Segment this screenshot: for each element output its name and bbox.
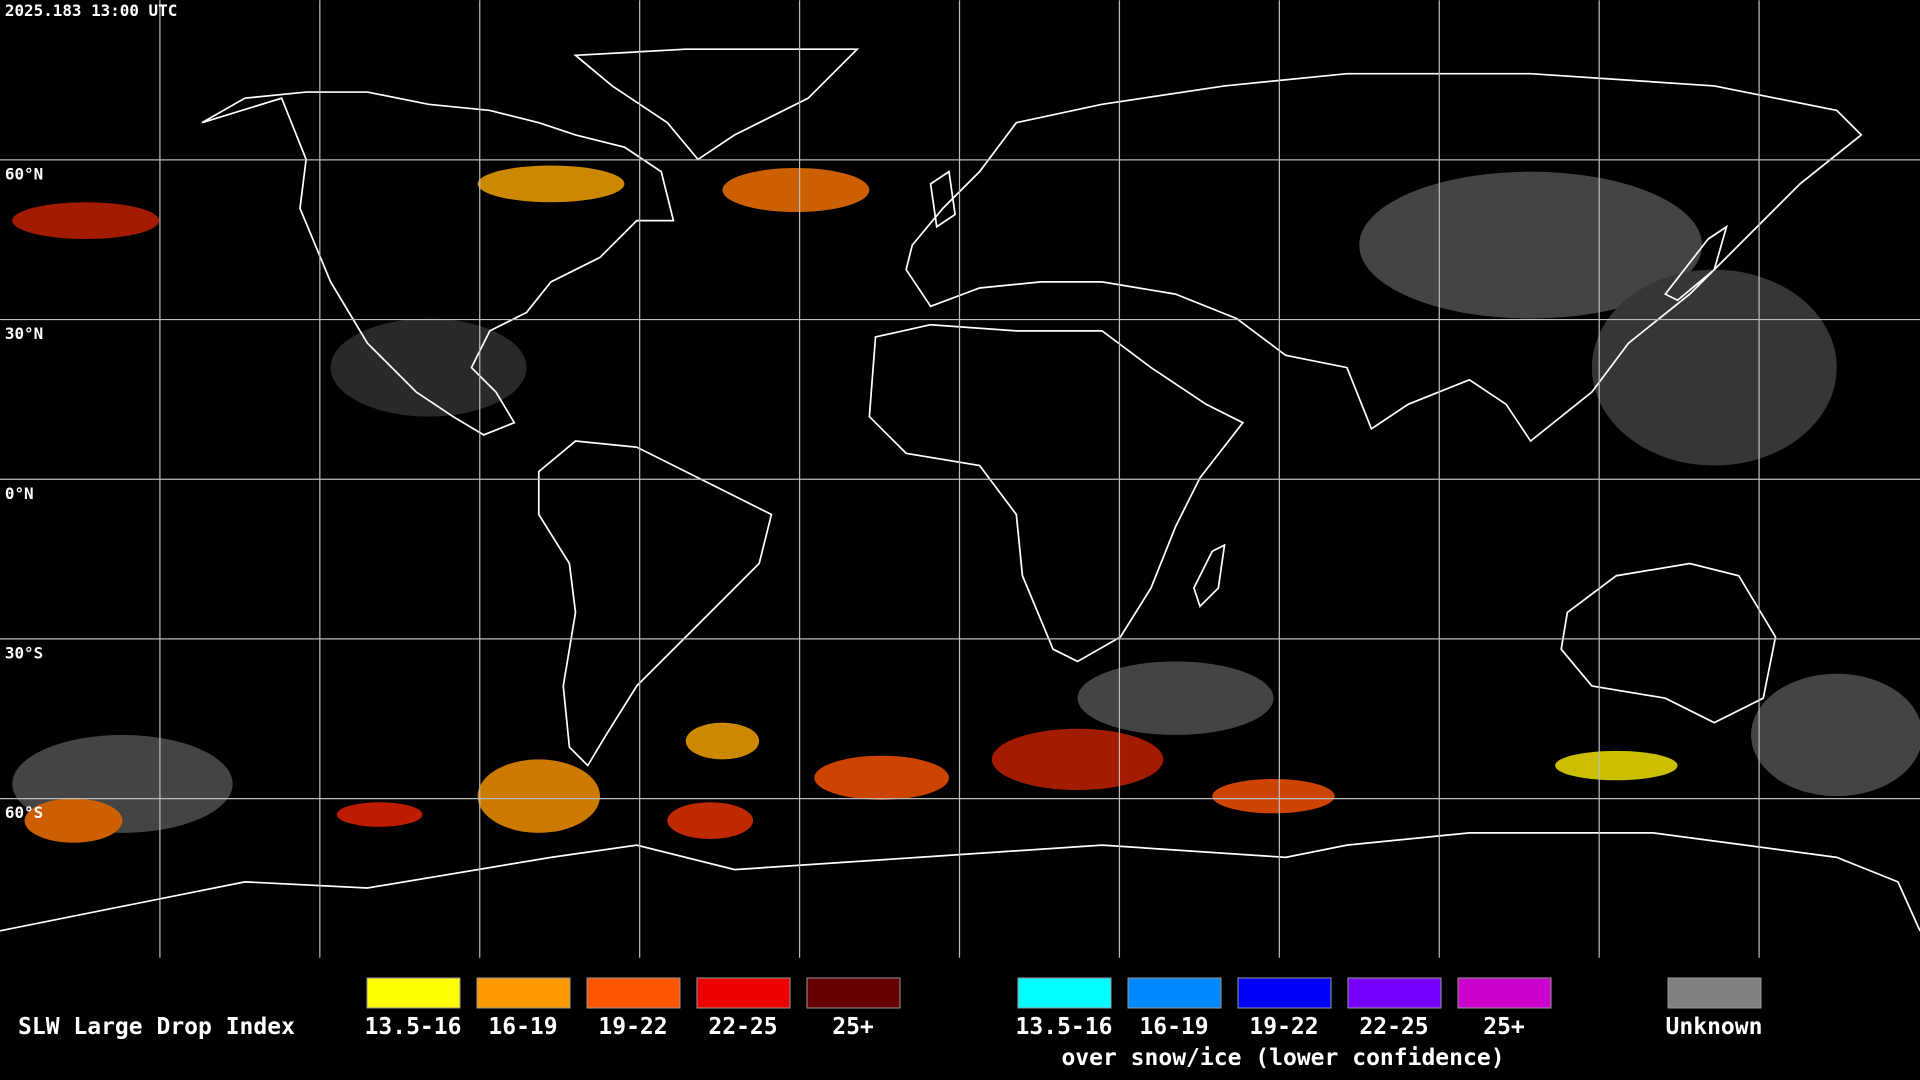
legend-swatch bbox=[1017, 977, 1112, 1009]
graticule bbox=[0, 0, 1920, 958]
japan bbox=[1663, 224, 1728, 302]
map: 2025.183 13:00 UTC 60°N 30°N 0°N 30°S 60°S bbox=[0, 0, 1920, 958]
timestamp: 2025.183 13:00 UTC bbox=[5, 1, 177, 20]
greenland bbox=[573, 48, 860, 161]
cloud-drops bbox=[12, 202, 160, 239]
legend-label: 22-25 bbox=[708, 1014, 777, 1040]
legend-caption: over snow/ice (lower confidence) bbox=[1061, 1045, 1504, 1071]
legend-swatch bbox=[586, 977, 681, 1009]
cloud-drops bbox=[685, 722, 760, 760]
lat-label: 60°N bbox=[5, 164, 43, 183]
legend-swatch bbox=[696, 977, 791, 1009]
lat-label: 30°N bbox=[5, 324, 43, 343]
cloud-drops bbox=[814, 755, 949, 800]
legend-label: 13.5-16 bbox=[365, 1014, 462, 1040]
legend-swatch bbox=[806, 977, 901, 1009]
legend: SLW Large Drop Index 13.5-16 16-19 19-22 22… bbox=[18, 977, 1763, 1071]
australia bbox=[1560, 562, 1777, 724]
coastlines bbox=[0, 48, 1920, 932]
legend-label: 16-19 bbox=[488, 1014, 557, 1040]
legend-label: 16-19 bbox=[1139, 1014, 1208, 1040]
legend-label: 25+ bbox=[1483, 1014, 1525, 1040]
lat-label: 0°N bbox=[5, 484, 34, 503]
madagascar bbox=[1192, 543, 1226, 608]
cloud-drops bbox=[477, 165, 625, 203]
cloud-drops bbox=[1212, 779, 1335, 814]
legend-swatch bbox=[1127, 977, 1222, 1009]
legend-title: SLW Large Drop Index bbox=[18, 1014, 295, 1040]
legend-swatch bbox=[1457, 977, 1552, 1009]
lat-label: 30°S bbox=[5, 644, 43, 663]
legend-label: 19-22 bbox=[1249, 1014, 1318, 1040]
lat-label: 60°S bbox=[5, 803, 43, 822]
cloud-drops bbox=[667, 802, 754, 839]
africa bbox=[868, 323, 1245, 663]
antarctica bbox=[0, 832, 1920, 932]
legend-swatch bbox=[366, 977, 461, 1009]
legend-label: 25+ bbox=[832, 1014, 874, 1040]
legend-swatch bbox=[1667, 977, 1762, 1009]
legend-label: 13.5-16 bbox=[1016, 1014, 1113, 1040]
cloud-drops bbox=[24, 798, 123, 843]
legend-swatch bbox=[476, 977, 571, 1009]
legend-swatch bbox=[1347, 977, 1442, 1009]
cloud-drops bbox=[991, 728, 1164, 791]
cloud-drops bbox=[336, 802, 423, 827]
cloud-drops bbox=[1555, 750, 1678, 781]
legend-swatch bbox=[1237, 977, 1332, 1009]
cloud-unknown bbox=[1359, 171, 1703, 319]
cloud-drops bbox=[477, 759, 600, 833]
cloud-unknown bbox=[330, 318, 527, 417]
cloud-unknown bbox=[1591, 269, 1837, 466]
legend-label: 22-25 bbox=[1359, 1014, 1428, 1040]
britain bbox=[929, 170, 957, 229]
north-america bbox=[201, 91, 675, 436]
legend-label: 19-22 bbox=[598, 1014, 667, 1040]
cloud-drops bbox=[722, 167, 870, 213]
south-america bbox=[537, 440, 773, 767]
cloud-fields bbox=[12, 165, 1920, 843]
cloud-unknown bbox=[1077, 661, 1274, 735]
legend-label: Unknown bbox=[1666, 1014, 1763, 1040]
cloud-unknown bbox=[1751, 673, 1920, 797]
eurasia bbox=[905, 72, 1863, 443]
